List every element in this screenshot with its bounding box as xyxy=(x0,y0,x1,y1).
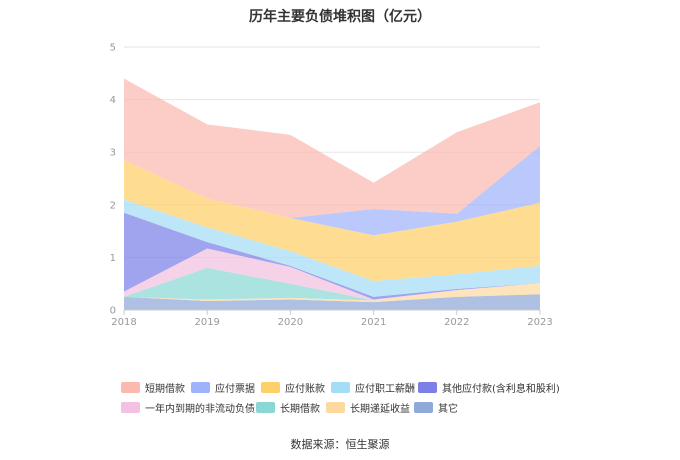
legend-label: 其他应付款(含利息和股利) xyxy=(442,383,560,395)
legend-label: 应付账款 xyxy=(285,383,325,395)
legend-item[interactable]: 其他应付款(含利息和股利) xyxy=(418,377,591,397)
legend-item[interactable]: 一年内到期的非流动负债 xyxy=(121,397,256,417)
area-series-6 xyxy=(124,160,540,282)
legend-label: 短期借款 xyxy=(145,383,185,395)
area-series-5 xyxy=(124,199,540,297)
legend-item[interactable]: 长期递延收益 xyxy=(326,397,414,417)
area-series-7 xyxy=(124,145,540,236)
area-series-2 xyxy=(124,267,540,301)
y-tick-label: 2 xyxy=(110,200,116,211)
legend-swatch xyxy=(121,381,140,393)
legend-item[interactable]: 应付职工薪酬 xyxy=(331,377,418,397)
legend-swatch xyxy=(256,401,275,413)
legend-item[interactable]: 短期借款 xyxy=(121,377,191,397)
legend-swatch xyxy=(331,381,350,393)
legend-label: 一年内到期的非流动负债 xyxy=(145,403,255,415)
x-tick-label: 2019 xyxy=(194,317,219,328)
x-tick-label: 2021 xyxy=(361,317,386,328)
area-series-0 xyxy=(124,294,540,310)
y-tick-label: 0 xyxy=(110,306,116,317)
legend-label: 应付职工薪酬 xyxy=(355,383,415,395)
y-tick-label: 3 xyxy=(110,148,116,159)
legend-swatch xyxy=(191,381,210,393)
legend-label: 长期递延收益 xyxy=(350,403,410,415)
x-tick-label: 2018 xyxy=(111,317,136,328)
area-series-3 xyxy=(124,248,540,301)
y-tick-label: 1 xyxy=(110,253,116,264)
legend-swatch xyxy=(261,381,280,393)
x-tick-label: 2023 xyxy=(527,317,552,328)
legend-swatch xyxy=(418,381,437,393)
legend-item[interactable]: 应付票据 xyxy=(191,377,261,397)
area-series-8 xyxy=(124,78,540,218)
area-series-1 xyxy=(124,283,540,303)
x-tick-label: 2020 xyxy=(278,317,303,328)
area-series-4 xyxy=(124,212,540,300)
y-tick-label: 4 xyxy=(110,95,116,106)
chart-title: 历年主要负债堆积图（亿元） xyxy=(249,9,431,25)
legend-item[interactable]: 应付账款 xyxy=(261,377,331,397)
legend-label: 长期借款 xyxy=(280,403,320,415)
legend-swatch xyxy=(121,401,140,413)
chart-legend: 短期借款 应付票据 应付账款 应付职工薪酬 其他应付款(含利息和股利) 一年内到期的非流动… xyxy=(121,377,591,417)
data-source: 数据来源：恒生聚源 xyxy=(290,438,390,451)
legend-swatch xyxy=(414,401,433,413)
y-tick-label: 5 xyxy=(110,43,116,54)
legend-item[interactable]: 其它 xyxy=(414,397,474,417)
x-tick-label: 2022 xyxy=(444,317,469,328)
legend-item[interactable]: 长期借款 xyxy=(256,397,326,417)
legend-label: 应付票据 xyxy=(215,383,255,395)
legend-swatch xyxy=(326,401,345,413)
legend-label: 其它 xyxy=(438,403,458,415)
